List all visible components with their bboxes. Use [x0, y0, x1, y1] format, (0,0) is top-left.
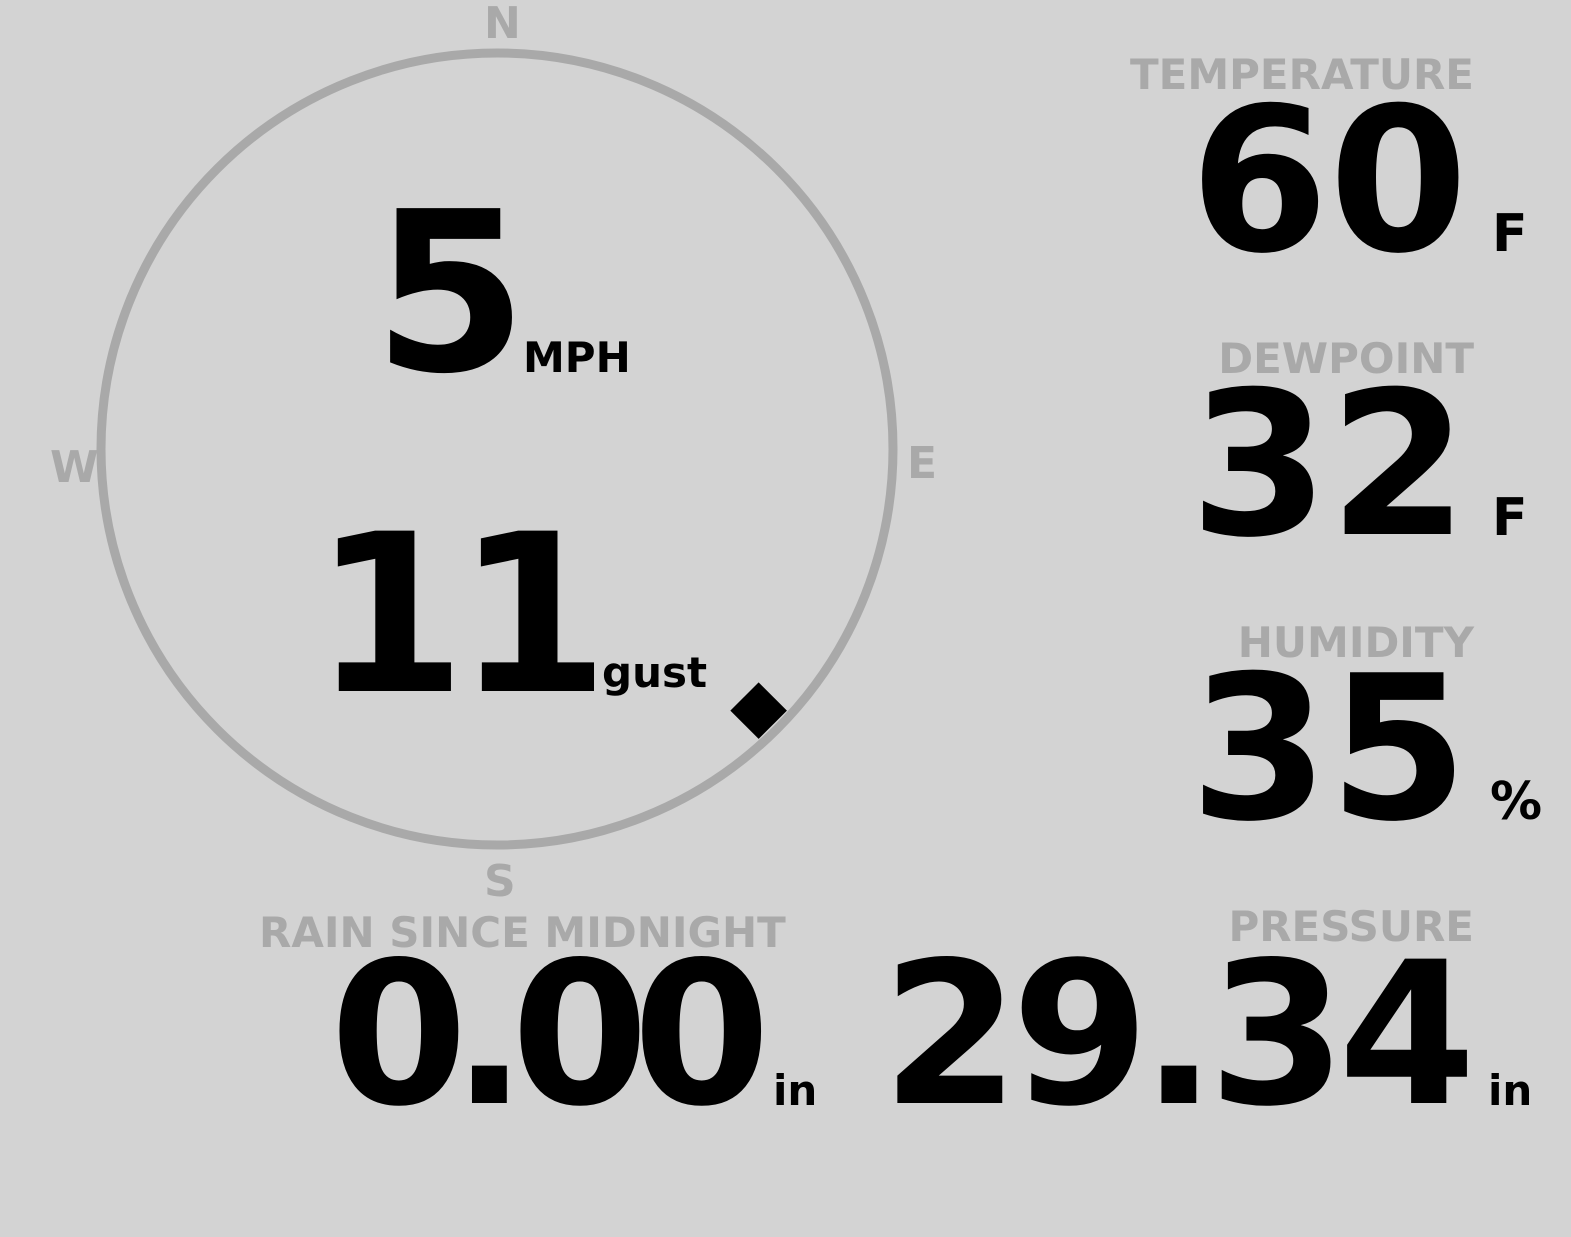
dewpoint-label: DEWPOINT [1218, 334, 1474, 383]
dewpoint-unit: F [1492, 488, 1528, 548]
gust-value: 11 [313, 487, 609, 743]
gust-unit: gust [602, 648, 708, 697]
dewpoint-value: 32 [1189, 349, 1468, 582]
temperature-unit: F [1492, 204, 1528, 264]
temperature-value: 60 [1189, 65, 1468, 298]
wind-speed-unit: MPH [523, 333, 631, 382]
rain-value: 0.00 [330, 919, 771, 1150]
compass-north: N [484, 0, 521, 49]
temperature-label: TEMPERATURE [1130, 50, 1474, 99]
pressure-label: PRESSURE [1228, 902, 1474, 951]
rain-label: RAIN SINCE MIDNIGHT [259, 908, 786, 957]
compass-west: W [50, 442, 99, 493]
humidity-value: 35 [1189, 633, 1468, 866]
wind-compass [96, 48, 898, 850]
humidity-unit: % [1490, 772, 1543, 832]
wind-speed-value: 5 [373, 165, 528, 423]
compass-east: E [907, 438, 938, 489]
compass-ring [96, 48, 898, 850]
pressure-value: 29.34 [881, 919, 1476, 1150]
humidity-label: HUMIDITY [1237, 618, 1474, 667]
pressure-unit: in [1488, 1066, 1533, 1115]
rain-unit: in [773, 1066, 818, 1115]
compass-south: S [484, 856, 516, 907]
